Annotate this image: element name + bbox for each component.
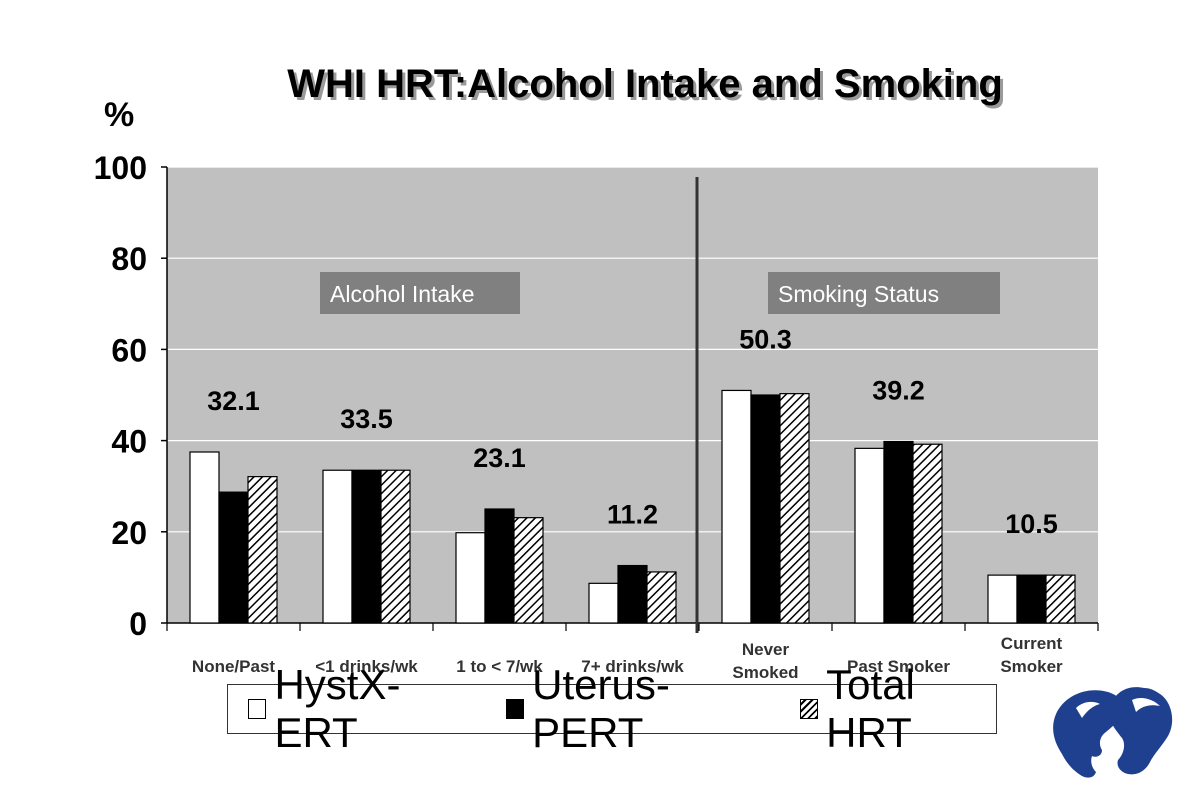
y-tick-label: 60 [111, 332, 147, 368]
bar-uterus-pert [218, 491, 249, 624]
data-label: 11.2 [607, 500, 658, 530]
bar-uterus-pert [351, 469, 382, 624]
data-label: 39.2 [872, 376, 925, 406]
legend-swatch-white [248, 699, 267, 719]
plot-area [167, 167, 1098, 623]
x-tick-label: Past Smoker [847, 657, 950, 676]
bar-total-hrt [1045, 574, 1076, 624]
x-tick-label: 7+ drinks/wk [581, 657, 684, 676]
legend: HystX-ERT Uterus-PERT Total HRT [227, 661, 997, 756]
group-label-box [320, 272, 520, 314]
bar-hystx-ert [322, 469, 353, 624]
group-label: Smoking Status [778, 281, 939, 307]
x-tick-label: Never [742, 640, 790, 659]
group-label: Alcohol Intake [330, 281, 474, 307]
legend-label: Total HRT [826, 661, 915, 756]
organization-logo [1053, 687, 1173, 778]
bar-total-hrt [513, 517, 544, 624]
data-label: 33.5 [340, 404, 393, 434]
bar-hystx-ert [987, 574, 1018, 624]
legend-item-hystx-ert: HystX-ERT [248, 661, 466, 757]
y-tick-label: 100 [94, 150, 147, 186]
bar-hystx-ert [189, 451, 220, 624]
bar-hystx-ert [455, 532, 486, 624]
bar-total-hrt [380, 469, 411, 624]
y-axis-unit-label: % [104, 96, 135, 134]
x-tick-label: Current [1001, 634, 1063, 653]
group-label-box [768, 272, 1000, 314]
legend-swatch-black [505, 699, 525, 719]
bar-hystx-ert [588, 582, 619, 624]
x-tick-label: None/Past [192, 657, 275, 676]
data-label: 10.5 [1005, 509, 1058, 539]
bar-uterus-pert [750, 394, 781, 624]
bar-total-hrt [646, 571, 677, 624]
bar-total-hrt [912, 443, 943, 624]
legend-swatch-hatch [799, 699, 819, 719]
bar-uterus-pert [484, 508, 515, 624]
bar-hystx-ert [721, 389, 752, 624]
legend-label: HystX-ERT [274, 661, 401, 756]
bar-total-hrt [247, 476, 278, 624]
x-tick-label: <1 drinks/wk [315, 657, 418, 676]
bar-uterus-pert [617, 564, 648, 624]
legend-label: Uterus-PERT [532, 661, 670, 756]
bar-total-hrt [779, 393, 810, 624]
legend-item-total-hrt: Total HRT [799, 661, 996, 757]
bar-uterus-pert [883, 440, 914, 624]
x-tick-label: 1 to < 7/wk [456, 657, 543, 676]
title-container: WHI HRT:Alcohol Intake and Smoking [0, 62, 1190, 107]
y-tick-label: 0 [129, 606, 147, 642]
y-tick-label: 80 [111, 241, 147, 277]
x-tick-label: Smoker [1000, 657, 1063, 676]
bar-hystx-ert [854, 447, 885, 624]
data-label: 23.1 [473, 443, 526, 473]
y-tick-label: 40 [111, 424, 147, 460]
legend-item-uterus-pert: Uterus-PERT [505, 661, 760, 757]
x-tick-label: Smoked [732, 663, 798, 682]
y-tick-label: 20 [111, 515, 147, 551]
data-label: 50.3 [739, 324, 792, 354]
data-label: 32.1 [207, 386, 260, 416]
bar-uterus-pert [1016, 574, 1047, 624]
chart-title: WHI HRT:Alcohol Intake and Smoking [287, 62, 1003, 106]
